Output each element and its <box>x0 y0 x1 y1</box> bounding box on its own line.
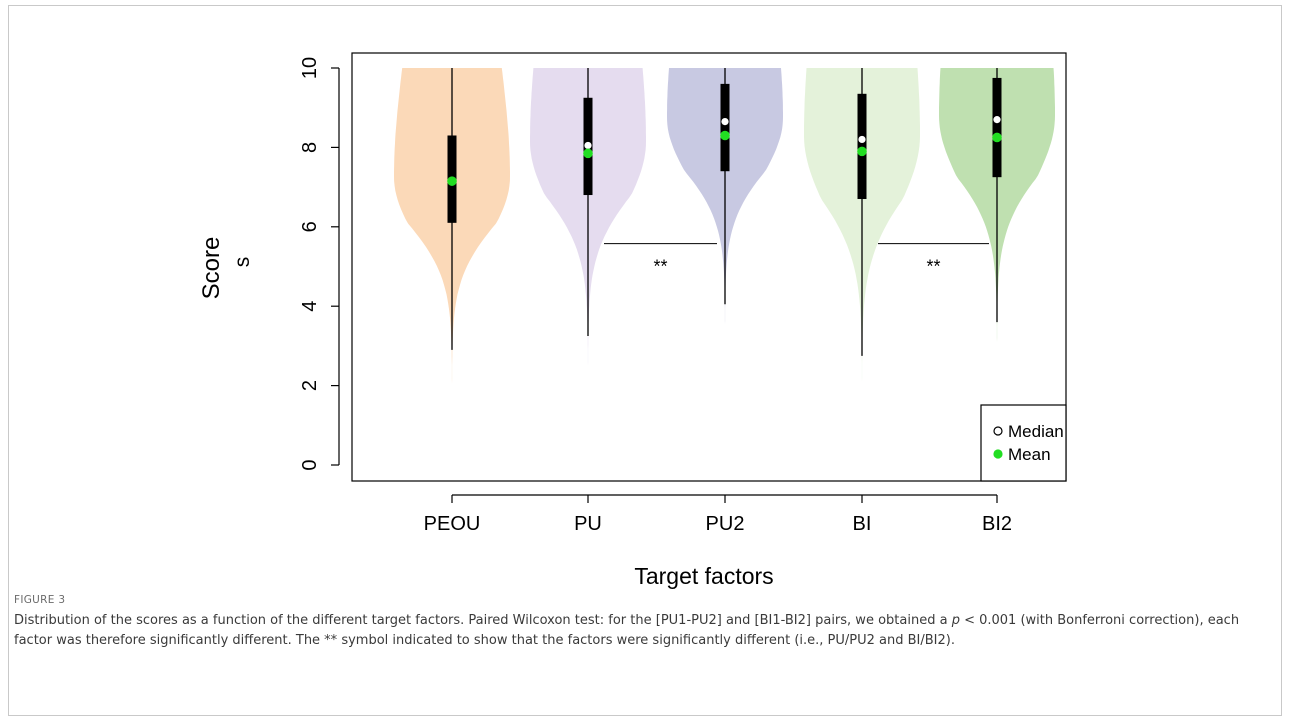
y-axis-label: Score <box>198 237 225 300</box>
legend-label: Median <box>1008 422 1064 441</box>
legend-box <box>980 404 1067 482</box>
median-marker-bi2 <box>993 116 1001 124</box>
caption-p-symbol: p <box>951 613 960 628</box>
marker-layer <box>447 116 1002 186</box>
figure-frame <box>8 5 1282 716</box>
median-marker-pu <box>584 141 592 150</box>
violin-chart: ** ** 0 2 4 6 8 10 PEOU PU PU2 BI BI2 Score s Targ… <box>198 52 1067 589</box>
mean-marker-pu2 <box>720 130 730 141</box>
x-tick-label: PU <box>574 513 602 535</box>
legend: Median Mean <box>980 404 1067 482</box>
x-tick-label: PU2 <box>706 513 745 535</box>
x-tick-label: PEOU <box>424 513 481 535</box>
caption-text-2: < 0.001 (with Bonferroni correction), ea… <box>14 613 1240 648</box>
x-axis-label: Target factors <box>634 563 773 589</box>
iqr-box-bi2 <box>992 77 1002 178</box>
legend-mean-marker <box>993 449 1003 459</box>
caption-text-1: Distribution of the scores as a function… <box>14 613 952 628</box>
iqr-box-bi <box>857 93 867 200</box>
y-tick-label: 4 <box>299 301 321 312</box>
caption-area: FIGURE 3 Distribution of the scores as a… <box>14 594 1276 651</box>
figure-label: FIGURE 3 <box>14 594 66 606</box>
y-tick-label: 0 <box>299 459 321 470</box>
legend-label: Mean <box>1008 445 1051 464</box>
y-tick-label: 10 <box>299 57 321 79</box>
mean-marker-peou <box>447 176 457 186</box>
median-marker-bi <box>858 135 866 144</box>
legend-median-marker <box>993 426 1003 436</box>
mean-marker-pu <box>583 148 593 159</box>
significance-label-2: ** <box>926 257 940 277</box>
mean-marker-bi <box>857 146 867 157</box>
significance-label-1: ** <box>653 257 667 277</box>
plot-border <box>351 52 1067 482</box>
y-tick-label: 2 <box>299 380 321 391</box>
mean-marker-bi2 <box>992 132 1002 143</box>
y-axis-label-suffix: s <box>231 257 254 268</box>
significance-layer: ** ** <box>604 243 989 277</box>
median-marker-pu2 <box>721 117 729 126</box>
x-tick-label: BI <box>853 513 872 535</box>
figure-caption: Distribution of the scores as a function… <box>14 611 1276 651</box>
iqr-box-pu2 <box>720 83 730 172</box>
x-axis: PEOU PU PU2 BI BI2 <box>424 494 1012 535</box>
y-tick-label: 8 <box>299 142 321 153</box>
x-tick-label: BI2 <box>982 513 1012 535</box>
y-axis: 0 2 4 6 8 10 <box>299 57 340 471</box>
y-tick-label: 6 <box>299 221 321 232</box>
